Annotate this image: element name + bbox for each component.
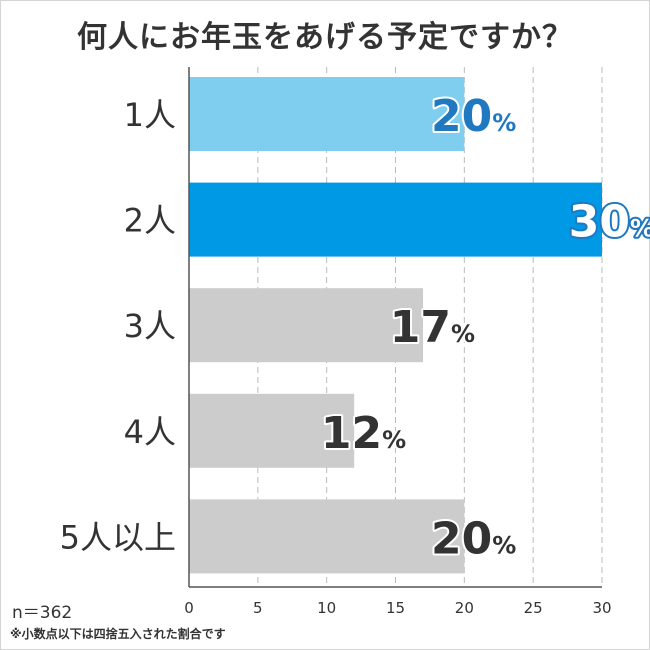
value-label: 20% [431, 91, 516, 142]
x-tick-label: 15 [386, 599, 405, 617]
category-label: 4人 [124, 413, 176, 451]
footnote: ※小数点以下は四捨五入された割合です [10, 627, 226, 641]
category-label: 3人 [124, 307, 176, 345]
bar [189, 288, 424, 363]
bar [189, 393, 355, 468]
x-tick-label: 30 [592, 599, 611, 617]
bar [189, 77, 465, 151]
sample-size-label: n＝362 [12, 603, 73, 623]
value-label: 12% [321, 408, 406, 459]
category-label: 2人 [124, 202, 176, 240]
chart-title: 何人にお年玉をあげる予定ですか？ [77, 20, 573, 55]
bar [189, 182, 602, 257]
category-label: 1人 [124, 96, 176, 134]
x-tick-label: 5 [253, 599, 263, 617]
x-tick-label: 0 [184, 599, 194, 617]
x-tick-label: 10 [317, 599, 336, 617]
value-label: 30% [569, 197, 650, 248]
x-tick-label: 25 [524, 599, 543, 617]
value-label: 17% [390, 302, 475, 353]
x-tick-label: 20 [455, 599, 474, 617]
value-label: 20% [431, 513, 516, 564]
category-label: 5人以上 [60, 518, 176, 556]
bar [189, 499, 465, 574]
